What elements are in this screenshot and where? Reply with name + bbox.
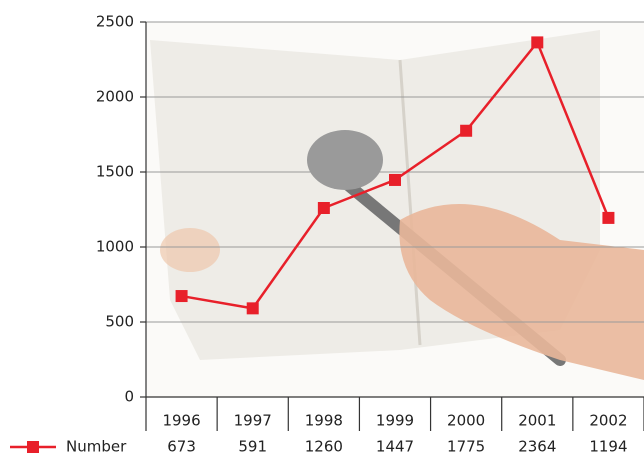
microphone-head [307, 130, 383, 190]
y-tick-label: 2500 [96, 13, 134, 31]
table-value: 1775 [447, 438, 485, 456]
y-tick-label: 500 [105, 313, 134, 331]
x-tick-label: 1996 [162, 412, 200, 430]
newspaper-fold [398, 59, 422, 346]
legend-label: Number [66, 438, 127, 456]
point [460, 124, 473, 137]
y-tick-label: 2000 [96, 88, 134, 106]
x-tick-label: 1999 [376, 412, 414, 430]
x-tick-label: 2001 [518, 412, 556, 430]
point [317, 202, 330, 214]
right-hand [399, 204, 644, 380]
x-tick-label: 2002 [589, 412, 627, 430]
table-value: 2364 [518, 438, 556, 456]
table-value: 1447 [376, 438, 414, 456]
table-value: 1260 [305, 438, 343, 456]
table-value: 673 [167, 438, 196, 456]
y-tick-label: 0 [124, 388, 134, 406]
y-tick-label: 1000 [96, 238, 134, 256]
table-value: 591 [238, 438, 267, 456]
point [389, 173, 401, 186]
y-tick-label: 1500 [96, 163, 134, 181]
point [602, 211, 615, 224]
table-value: 1194 [589, 438, 627, 456]
x-tick-label: 1997 [234, 412, 272, 430]
background-photo [146, 22, 644, 397]
left-hand [160, 228, 220, 272]
point [175, 290, 188, 303]
point [531, 36, 544, 49]
x-tick-label: 1998 [305, 412, 343, 430]
point [246, 302, 259, 315]
legend-marker [27, 441, 39, 453]
x-tick-label: 2000 [447, 412, 485, 430]
